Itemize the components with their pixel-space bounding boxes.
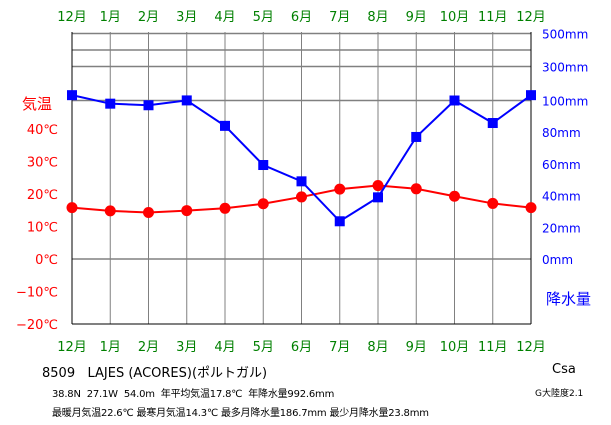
month-label: 4月 — [214, 340, 235, 355]
precipitation-tick-label: 20mm — [542, 221, 581, 235]
temperature-point — [334, 183, 346, 195]
precipitation-point — [487, 118, 498, 129]
month-label: 3月 — [176, 10, 197, 25]
month-label: 3月 — [176, 340, 197, 355]
temperature-point — [219, 202, 231, 214]
precipitation-tick-label: 0mm — [542, 253, 573, 267]
month-label: 6月 — [291, 340, 312, 355]
temperature-tick-label: 10℃ — [27, 221, 58, 236]
precipitation-tick-label: 300mm — [542, 61, 588, 75]
station-location-summary: 38.8N 27.1W 54.0m 年平均気温17.8℃ 年降水量992.6mm — [52, 389, 335, 400]
month-label: 6月 — [291, 10, 312, 25]
precipitation-tick-label: 40mm — [542, 190, 581, 204]
right-axis-title: 降水量 — [546, 290, 591, 308]
precipitation-point — [258, 160, 269, 171]
precipitation-point — [67, 90, 77, 101]
month-label: 8月 — [367, 340, 388, 355]
temperature-point — [449, 190, 460, 202]
month-label: 9月 — [406, 340, 427, 355]
month-label: 2月 — [138, 340, 159, 355]
temperature-point — [257, 198, 269, 210]
precipitation-point — [373, 192, 383, 203]
temperature-point — [296, 191, 307, 203]
temperature-point — [410, 183, 422, 195]
month-label: 12月 — [516, 340, 546, 355]
month-label: 10月 — [440, 340, 470, 355]
temperature-point — [66, 202, 78, 214]
bottom-month-labels: 12月 1月 2月 3月 4月 5月 6月 7月 8月 9月 10月 11月 12月 — [57, 340, 546, 355]
precipitation-tick-label: 80mm — [542, 126, 581, 140]
precipitation-tick-label: 100mm — [542, 95, 588, 109]
temperature-point — [104, 205, 116, 217]
left-axis-title: 気温 — [22, 95, 52, 113]
right-axis-ticks: 500mm 300mm 100mm 80mm 60mm 40mm 20mm 0mm — [542, 28, 588, 268]
temperature-point — [372, 180, 384, 192]
month-label: 9月 — [406, 10, 427, 25]
station-title: 8509 LAJES (ACORES)(ポルトガル) — [42, 366, 268, 381]
temperature-tick-label: 0℃ — [35, 253, 58, 268]
temperature-tick-label: −10℃ — [16, 286, 58, 301]
temperature-tick-label: 40℃ — [27, 123, 58, 138]
left-axis-ticks: 40℃ 30℃ 20℃ 10℃ 0℃ −10℃ −20℃ — [16, 123, 58, 333]
month-label: 1月 — [100, 340, 121, 355]
month-label: 8月 — [367, 10, 388, 25]
precipitation-tick-label: 500mm — [542, 28, 588, 42]
month-label: 12月 — [57, 340, 87, 355]
continentality-index: G大陸度2.1 — [535, 389, 584, 399]
chart-axes — [71, 32, 532, 325]
station-extremes-summary: 最暖月気温22.6℃ 最寒月気温14.3℃ 最多月降水量186.7mm 最少月降… — [52, 408, 429, 419]
precipitation-point — [526, 90, 536, 101]
precipitation-point — [181, 95, 192, 106]
precipitation-point — [143, 100, 154, 111]
month-label: 7月 — [329, 340, 350, 355]
temperature-point — [487, 197, 499, 209]
month-label: 2月 — [138, 10, 159, 25]
precipitation-point — [296, 176, 307, 187]
precipitation-point — [220, 120, 230, 131]
precipitation-tick-label: 60mm — [542, 158, 581, 172]
month-label: 12月 — [516, 10, 546, 25]
top-month-labels: 12月 1月 2月 3月 4月 5月 6月 7月 8月 9月 10月 11月 12月 — [57, 10, 546, 25]
month-label: 5月 — [253, 340, 274, 355]
month-label: 10月 — [440, 10, 470, 25]
temperature-tick-label: 30℃ — [27, 156, 58, 171]
month-label: 4月 — [214, 10, 235, 25]
precipitation-series — [67, 90, 536, 227]
temperature-point — [525, 202, 537, 214]
precipitation-point — [334, 216, 345, 227]
temperature-point — [143, 207, 154, 219]
temperature-tick-label: 20℃ — [27, 188, 58, 203]
month-label: 12月 — [57, 10, 87, 25]
climate-code: Csa — [552, 362, 576, 377]
month-label: 11月 — [478, 340, 508, 355]
precipitation-point — [105, 98, 116, 109]
temperature-series — [66, 180, 537, 219]
month-label: 11月 — [478, 10, 508, 25]
precipitation-point — [411, 131, 422, 142]
precipitation-point — [449, 95, 460, 106]
temperature-tick-label: −20℃ — [16, 318, 58, 333]
month-label: 5月 — [253, 10, 274, 25]
month-label: 1月 — [100, 10, 121, 25]
month-label: 7月 — [329, 10, 350, 25]
temperature-point — [181, 205, 193, 217]
